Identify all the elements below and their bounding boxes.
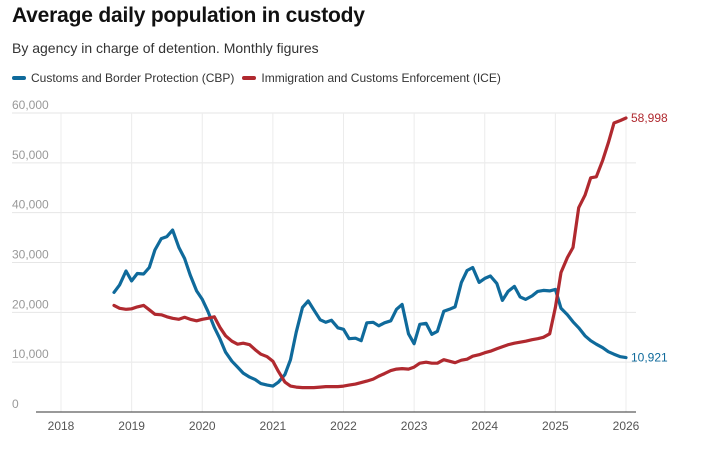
x-tick-label: 2019 [118,419,145,433]
y-tick-label: 10,000 [12,347,49,361]
y-tick-label: 0 [12,397,19,411]
x-tick-label: 2026 [613,419,640,433]
legend-item-cbp: Customs and Border Protection (CBP) [12,71,234,85]
x-axis-ticks: 2018 2019 2020 2021 2022 2023 2024 2025 2026 [48,419,640,433]
legend-item-ice: Immigration and Customs Enforcement (ICE… [242,71,501,85]
y-tick-label: 50,000 [12,148,49,162]
end-label-ice: 58,998 [631,111,668,125]
legend-label-cbp: Customs and Border Protection (CBP) [31,71,235,85]
series-line-cbp [112,228,628,388]
legend: Customs and Border Protection (CBP) Immi… [12,71,509,85]
x-tick-label: 2022 [330,419,357,433]
y-tick-label: 60,000 [12,98,49,112]
y-tick-label: 40,000 [12,198,49,212]
end-labels: 10,921 58,998 [631,111,668,365]
series-lines [112,116,628,390]
x-tick-label: 2025 [542,419,569,433]
legend-label-ice: Immigration and Customs Enforcement (ICE… [261,71,501,85]
x-tick-label: 2018 [48,419,75,433]
y-tick-label: 20,000 [12,297,49,311]
legend-swatch-cbp [12,76,26,80]
end-label-cbp: 10,921 [631,351,668,365]
x-tick-label: 2021 [260,419,287,433]
y-tick-label: 30,000 [12,248,49,262]
x-tick-label: 2023 [401,419,428,433]
x-tick-label: 2024 [471,419,498,433]
grid [12,112,636,412]
legend-swatch-ice [242,76,257,80]
y-axis-ticks: 0 10,000 20,000 30,000 40,000 50,000 60,000 [12,98,49,411]
chart-subtitle: By agency in charge of detention. Monthl… [12,40,319,56]
series-line-ice [112,116,628,390]
chart-title: Average daily population in custody [12,4,365,27]
x-tick-label: 2020 [189,419,216,433]
